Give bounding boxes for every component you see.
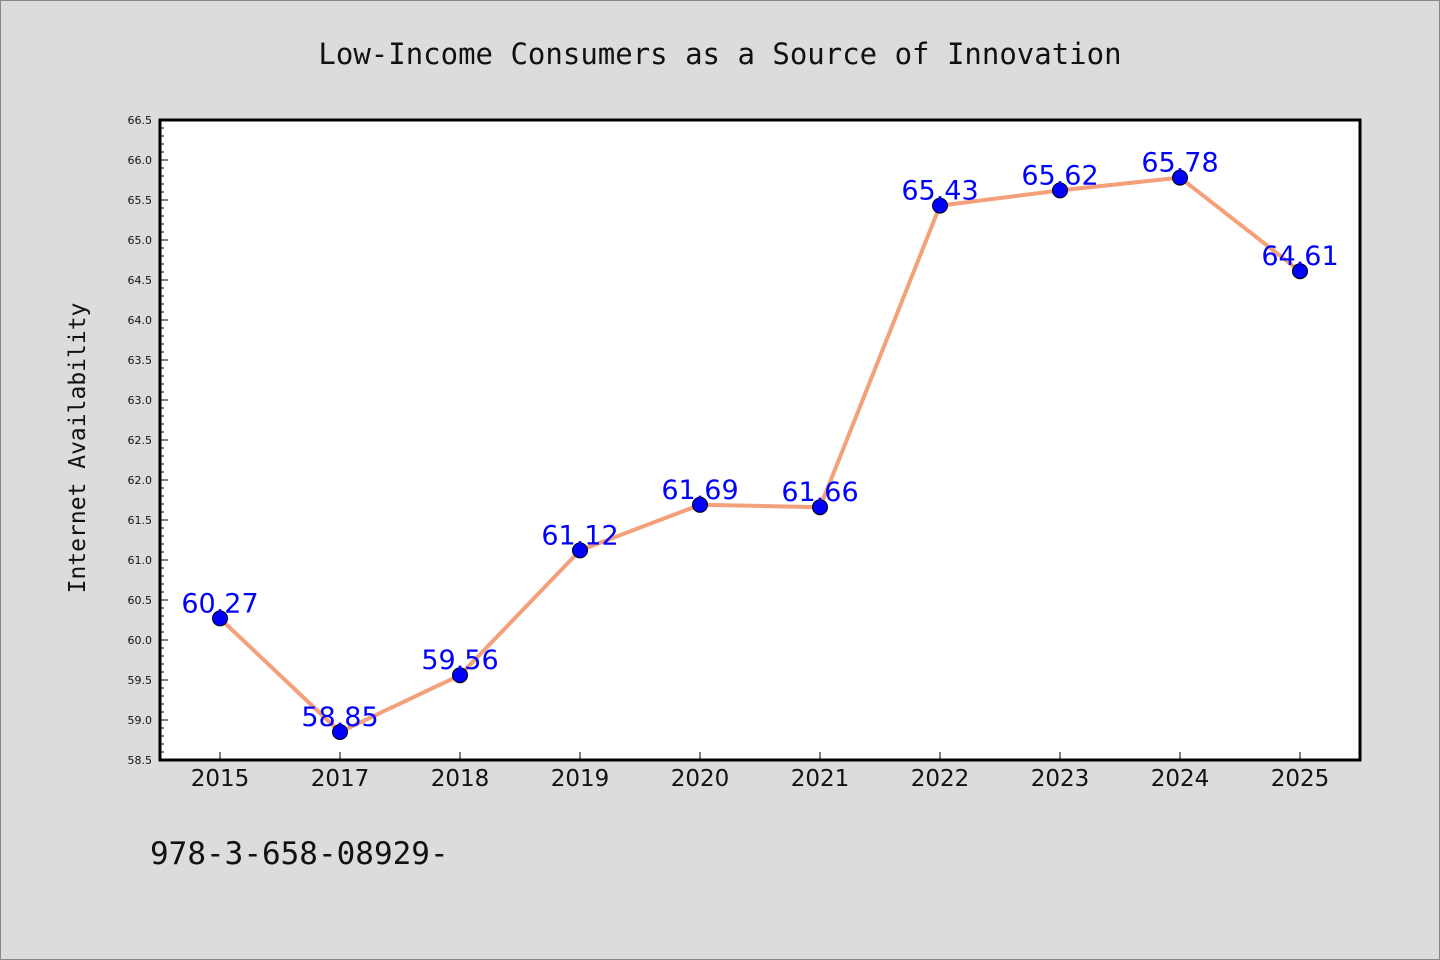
data-label: 59.56 <box>421 645 498 676</box>
plot-frame <box>158 118 1362 762</box>
y-tick-label: 58.5 <box>128 754 153 767</box>
y-tick-label: 63.5 <box>128 354 153 367</box>
y-tick-label: 60.0 <box>128 634 153 647</box>
data-point <box>1292 263 1308 280</box>
x-tick-label: 2025 <box>1271 766 1330 792</box>
y-tick-label: 63.0 <box>128 394 153 407</box>
y-tick-label: 60.5 <box>128 594 153 607</box>
series-line <box>218 175 1302 734</box>
data-label: 61.69 <box>661 475 738 506</box>
y-axis-ticks: 58.5 59.0 59.5 60.0 60.5 61.0 61.5 62.0 62.5 63.0… <box>128 114 168 767</box>
data-labels: 60.27 58.85 59.56 61.12 61.69 61.66 65.43 65.62… <box>181 148 1338 733</box>
y-tick-label: 66.0 <box>128 154 153 167</box>
x-tick-label: 2024 <box>1151 766 1210 792</box>
x-tick-label: 2019 <box>551 766 610 792</box>
y-tick-label: 62.0 <box>128 474 153 487</box>
footer-code: 978-3-658-08929- <box>150 836 449 872</box>
y-tick-label: 62.5 <box>128 434 153 447</box>
data-point <box>1172 169 1188 186</box>
data-label: 65.78 <box>1141 148 1218 179</box>
x-tick-label: 2022 <box>911 766 970 792</box>
data-point <box>692 496 708 513</box>
y-axis-label: Internet Availability <box>65 303 91 594</box>
x-axis-ticks: 2015 2017 2018 2019 2020 2021 2022 2023 2024 2025 <box>191 752 1330 792</box>
data-point <box>332 724 348 740</box>
data-label: 61.66 <box>781 477 858 508</box>
y-tick-label: 61.0 <box>128 554 153 567</box>
x-tick-label: 2023 <box>1031 766 1090 792</box>
data-point <box>212 610 228 627</box>
x-tick-label: 2017 <box>311 766 370 792</box>
data-point <box>452 667 468 684</box>
data-label: 61.12 <box>541 520 618 551</box>
x-tick-label: 2020 <box>671 766 730 792</box>
x-tick-label: 2018 <box>431 766 490 792</box>
series-layer <box>212 169 1308 740</box>
data-point <box>812 499 828 516</box>
x-tick-label: 2021 <box>791 766 850 792</box>
data-label: 65.43 <box>901 176 978 207</box>
y-tick-label: 65.5 <box>128 194 153 207</box>
data-label: 64.61 <box>1261 241 1338 272</box>
y-tick-label: 66.5 <box>128 114 153 127</box>
y-tick-label: 61.5 <box>128 514 153 527</box>
chart-title: Low-Income Consumers as a Source of Inno… <box>318 37 1121 71</box>
y-tick-label: 65.0 <box>128 234 153 247</box>
data-point <box>932 197 948 214</box>
data-point <box>1052 182 1068 199</box>
data-label: 65.62 <box>1021 160 1098 191</box>
data-label: 60.27 <box>181 588 258 619</box>
y-tick-label: 59.5 <box>128 674 153 687</box>
plot-area <box>160 120 1360 760</box>
y-tick-label: 64.0 <box>128 314 153 327</box>
data-point <box>572 542 588 559</box>
y-tick-label: 64.5 <box>128 274 153 287</box>
data-label: 58.85 <box>301 702 378 733</box>
x-tick-label: 2015 <box>191 766 250 792</box>
y-tick-label: 59.0 <box>128 714 153 727</box>
